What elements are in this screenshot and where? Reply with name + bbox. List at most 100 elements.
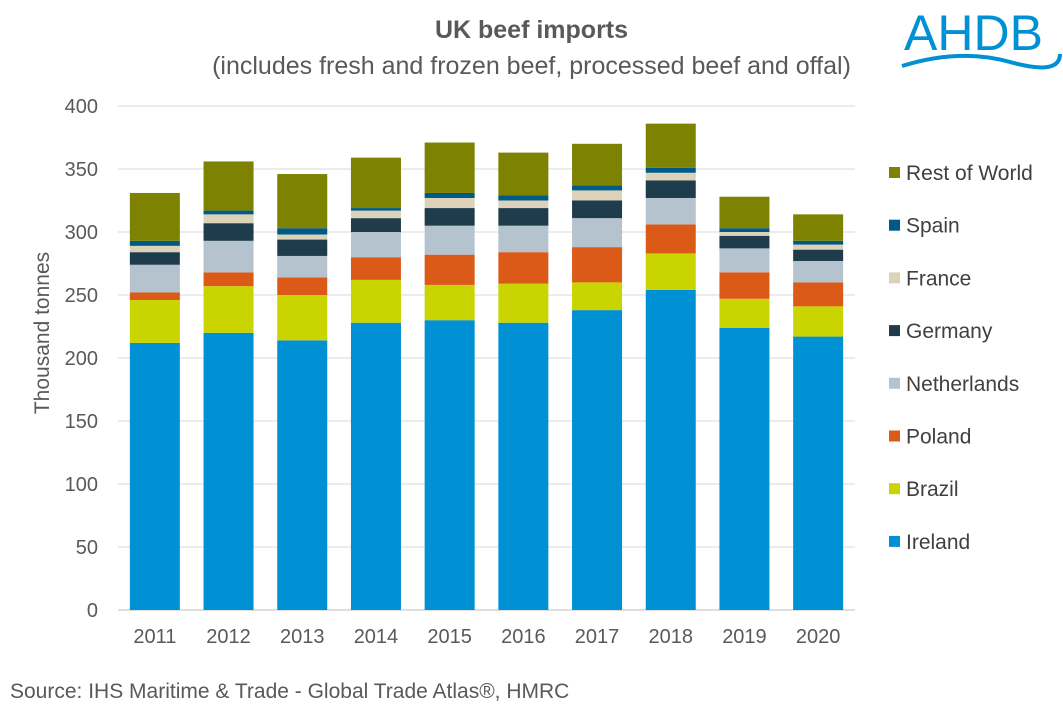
- bar-rest-of-world-2011: [129, 192, 180, 241]
- legend-swatch: [889, 325, 900, 337]
- bar-ireland-2019: [719, 327, 770, 610]
- x-tick-label: 2018: [649, 626, 694, 648]
- bar-france-2013: [277, 234, 328, 240]
- bar-spain-2014: [350, 208, 401, 211]
- bar-rest-of-world-2015: [424, 142, 475, 193]
- bar-brazil-2012: [203, 286, 254, 333]
- legend-label: Germany: [906, 320, 993, 343]
- legend-label: Netherlands: [906, 373, 1019, 396]
- bar-france-2015: [424, 197, 475, 209]
- x-tick-label: 2011: [133, 626, 176, 648]
- bar-brazil-2011: [129, 300, 180, 343]
- bar-poland-2020: [793, 282, 844, 307]
- legend-swatch: [889, 167, 900, 178]
- bar-rest-of-world-2020: [793, 214, 844, 241]
- legend-label: France: [906, 267, 971, 290]
- y-tick-label: 250: [65, 285, 98, 307]
- bar-spain-2019: [719, 228, 770, 232]
- bar-france-2020: [793, 244, 844, 250]
- y-tick-label: 50: [76, 537, 98, 559]
- y-tick-labels: 0 50 100 150 200 250 300 350 400: [65, 96, 98, 622]
- bar-brazil-2017: [572, 282, 623, 311]
- legend-swatch: [889, 272, 900, 284]
- bar-netherlands-2012: [203, 240, 254, 273]
- legend: Rest of World Spain France Germany Netherlan…: [889, 162, 1033, 554]
- bar-france-2012: [203, 214, 254, 224]
- y-tick-label: 0: [87, 600, 98, 622]
- logo-swoosh: [901, 53, 1062, 70]
- bar-rest-of-world-2017: [572, 143, 623, 186]
- bar-germany-2019: [719, 235, 770, 249]
- bar-ireland-2014: [350, 322, 401, 610]
- bar-spain-2020: [793, 240, 844, 245]
- bar-ireland-2011: [129, 342, 180, 610]
- bar-ireland-2018: [645, 289, 696, 610]
- logo-text: AHDB: [904, 5, 1043, 61]
- bar-netherlands-2011: [129, 264, 180, 293]
- x-tick-label: 2016: [501, 626, 546, 648]
- y-tick-label: 300: [65, 222, 98, 244]
- source-note: Source: IHS Maritime & Trade - Global Tr…: [10, 680, 570, 703]
- x-tick-label: 2020: [796, 626, 841, 648]
- bar-netherlands-2016: [498, 225, 549, 253]
- bar-rest-of-world-2013: [277, 174, 328, 229]
- bar-brazil-2020: [793, 306, 844, 337]
- bar-rest-of-world-2014: [350, 157, 401, 209]
- bar-germany-2016: [498, 208, 549, 226]
- bar-spain-2015: [424, 192, 475, 198]
- chart-title: UK beef imports: [434, 16, 629, 44]
- bars: [129, 123, 844, 610]
- bar-spain-2011: [129, 240, 180, 246]
- bar-netherlands-2015: [424, 225, 475, 255]
- legend-swatch: [889, 377, 900, 389]
- ahdb-logo: AHDB: [901, 5, 1062, 70]
- bar-brazil-2019: [719, 298, 770, 328]
- legend-label: Poland: [906, 426, 971, 449]
- bar-brazil-2018: [645, 253, 696, 290]
- bar-brazil-2013: [277, 295, 328, 341]
- legend-label: Ireland: [906, 531, 970, 554]
- x-tick-labels: 2011 2012 2013 2014 2015 2016 2017 2018 2019 2020: [133, 626, 840, 648]
- bar-germany-2011: [129, 252, 180, 265]
- legend-swatch: [889, 430, 900, 442]
- bar-ireland-2015: [424, 320, 475, 610]
- bar-spain-2017: [572, 185, 623, 191]
- bar-germany-2012: [203, 223, 254, 241]
- legend-swatch: [889, 535, 900, 547]
- x-tick-label: 2013: [280, 626, 325, 648]
- bar-netherlands-2018: [645, 197, 696, 225]
- bar-netherlands-2013: [277, 255, 328, 278]
- bar-netherlands-2017: [572, 218, 623, 248]
- bar-netherlands-2019: [719, 248, 770, 273]
- bar-spain-2018: [645, 167, 696, 173]
- bar-poland-2019: [719, 272, 770, 299]
- bar-germany-2014: [350, 218, 401, 232]
- bar-poland-2014: [350, 257, 401, 280]
- bar-germany-2018: [645, 180, 696, 198]
- bar-spain-2012: [203, 210, 254, 215]
- bar-brazil-2014: [350, 279, 401, 323]
- legend-swatch: [889, 483, 900, 495]
- bar-rest-of-world-2019: [719, 196, 770, 229]
- bar-france-2018: [645, 172, 696, 181]
- bar-spain-2013: [277, 228, 328, 235]
- bar-germany-2015: [424, 208, 475, 226]
- bar-germany-2013: [277, 239, 328, 256]
- bar-germany-2020: [793, 249, 844, 261]
- bar-poland-2016: [498, 252, 549, 284]
- bar-poland-2013: [277, 277, 328, 295]
- x-tick-label: 2014: [354, 626, 399, 648]
- bar-spain-2016: [498, 195, 549, 201]
- legend-label: Spain: [906, 215, 960, 238]
- bar-poland-2015: [424, 254, 475, 285]
- bar-france-2014: [350, 210, 401, 219]
- x-tick-label: 2015: [427, 626, 472, 648]
- y-tick-label: 150: [65, 411, 98, 433]
- legend-label: Rest of World: [906, 162, 1033, 185]
- bar-ireland-2016: [498, 322, 549, 610]
- bar-brazil-2015: [424, 284, 475, 321]
- bar-poland-2017: [572, 247, 623, 283]
- y-tick-label: 400: [65, 96, 98, 118]
- y-tick-label: 200: [65, 348, 98, 370]
